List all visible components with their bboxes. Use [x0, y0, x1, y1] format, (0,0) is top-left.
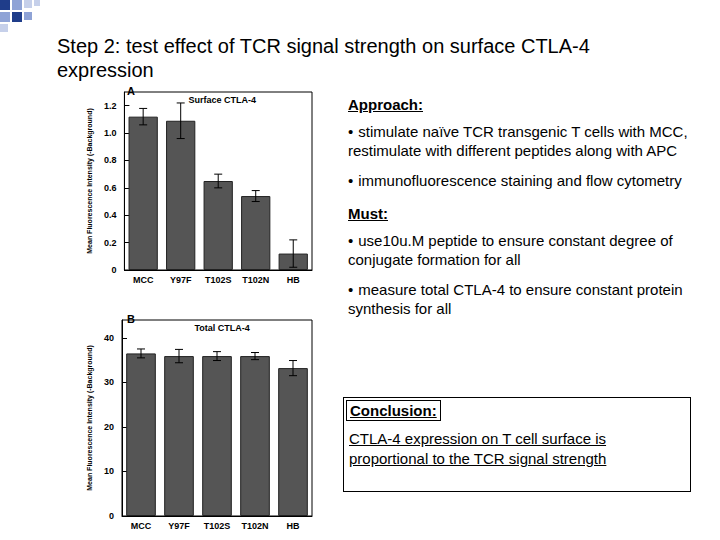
svg-text:A: A	[127, 85, 135, 97]
svg-text:0: 0	[109, 511, 114, 521]
svg-text:0.4: 0.4	[104, 210, 117, 220]
svg-text:0.6: 0.6	[104, 183, 117, 193]
svg-text:MCC: MCC	[133, 275, 154, 285]
html-text:use10u.M peptide to ensure con: use10u.M peptide to ensure constant degr…	[348, 231, 673, 268]
svg-text:40: 40	[104, 333, 114, 343]
svg-text:B: B	[127, 313, 135, 325]
svg-text:HB: HB	[287, 275, 300, 285]
html-text:stimulate naïve TCR transgenic: stimulate naïve TCR transgenic T cells w…	[348, 122, 688, 159]
svg-text:1.0: 1.0	[104, 128, 117, 138]
svg-text:0.8: 0.8	[104, 155, 117, 165]
html-text:Must:: Must:	[348, 205, 388, 222]
svg-text:MCC: MCC	[131, 521, 152, 531]
svg-text:T102N: T102N	[241, 521, 268, 531]
svg-text:30: 30	[104, 377, 114, 387]
html-text:CTLA-4 expression on T cell su: CTLA-4 expression on T cell surface is p…	[349, 430, 607, 467]
svg-text:T102S: T102S	[204, 521, 231, 531]
svg-text:Y97F: Y97F	[168, 521, 190, 531]
html-text:Conclusion:: Conclusion:	[350, 402, 437, 419]
svg-text:1.2: 1.2	[104, 101, 117, 111]
svg-text:T102N: T102N	[242, 275, 269, 285]
svg-text:20: 20	[104, 422, 114, 432]
html-text:measure total CTLA-4 to ensure: measure total CTLA-4 to ensure constant …	[348, 281, 683, 317]
svg-text:10: 10	[104, 466, 114, 476]
svg-text:Mean Fluorescence Intensity (-: Mean Fluorescence Intensity (-Background…	[86, 108, 94, 253]
svg-text:HB: HB	[287, 521, 300, 531]
svg-text:Mean Fluorescence Intensity (-: Mean Fluorescence Intensity (-Background…	[86, 345, 94, 490]
svg-text:0.2: 0.2	[104, 238, 117, 248]
svg-text:Total CTLA-4: Total CTLA-4	[195, 323, 250, 333]
svg-text:0: 0	[111, 265, 116, 275]
html-text:immunofluorescence staining an: immunofluorescence staining and flow cyt…	[358, 172, 682, 190]
svg-text:Y97F: Y97F	[170, 275, 192, 285]
html-text:Step 2: test effect of TCR sig: Step 2: test effect of TCR signal streng…	[57, 35, 590, 81]
html-text:Approach:: Approach:	[348, 96, 423, 113]
svg-text:Surface CTLA-4: Surface CTLA-4	[188, 95, 256, 105]
svg-text:T102S: T102S	[205, 275, 232, 285]
